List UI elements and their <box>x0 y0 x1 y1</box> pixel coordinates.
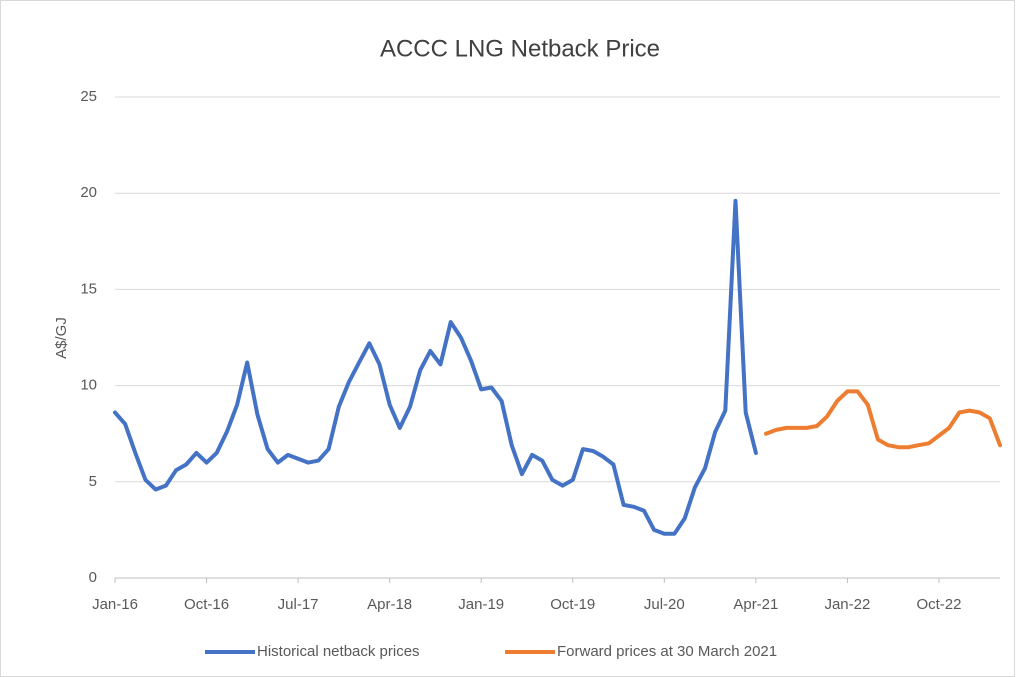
x-tick-label: Jan-22 <box>824 596 870 613</box>
x-tick-label: Jul-20 <box>644 596 685 613</box>
y-tick-label: 5 <box>89 473 97 490</box>
y-tick-label: 10 <box>80 377 97 394</box>
y-tick-label: 25 <box>80 88 97 105</box>
x-tick-label: Oct-16 <box>184 596 229 613</box>
legend-label: Historical netback prices <box>257 643 420 660</box>
series-line <box>113 198 758 536</box>
x-tick-label: Oct-19 <box>550 596 595 613</box>
y-axis-label: A$/GJ <box>53 317 70 359</box>
x-tick-label: Jul-17 <box>278 596 319 613</box>
y-tick-label: 0 <box>89 569 97 586</box>
x-tick-label: Jan-16 <box>92 596 138 613</box>
x-tick-label: Apr-18 <box>367 596 412 613</box>
chart-title: ACCC LNG Netback Price <box>380 35 660 62</box>
x-tick-label: Jan-19 <box>458 596 504 613</box>
y-tick-label: 15 <box>80 280 97 297</box>
series-line <box>764 389 1002 450</box>
legend-label: Forward prices at 30 March 2021 <box>557 643 777 660</box>
x-tick-label: Oct-22 <box>916 596 961 613</box>
y-tick-label: 20 <box>80 184 97 201</box>
x-tick-label: Apr-21 <box>733 596 778 613</box>
